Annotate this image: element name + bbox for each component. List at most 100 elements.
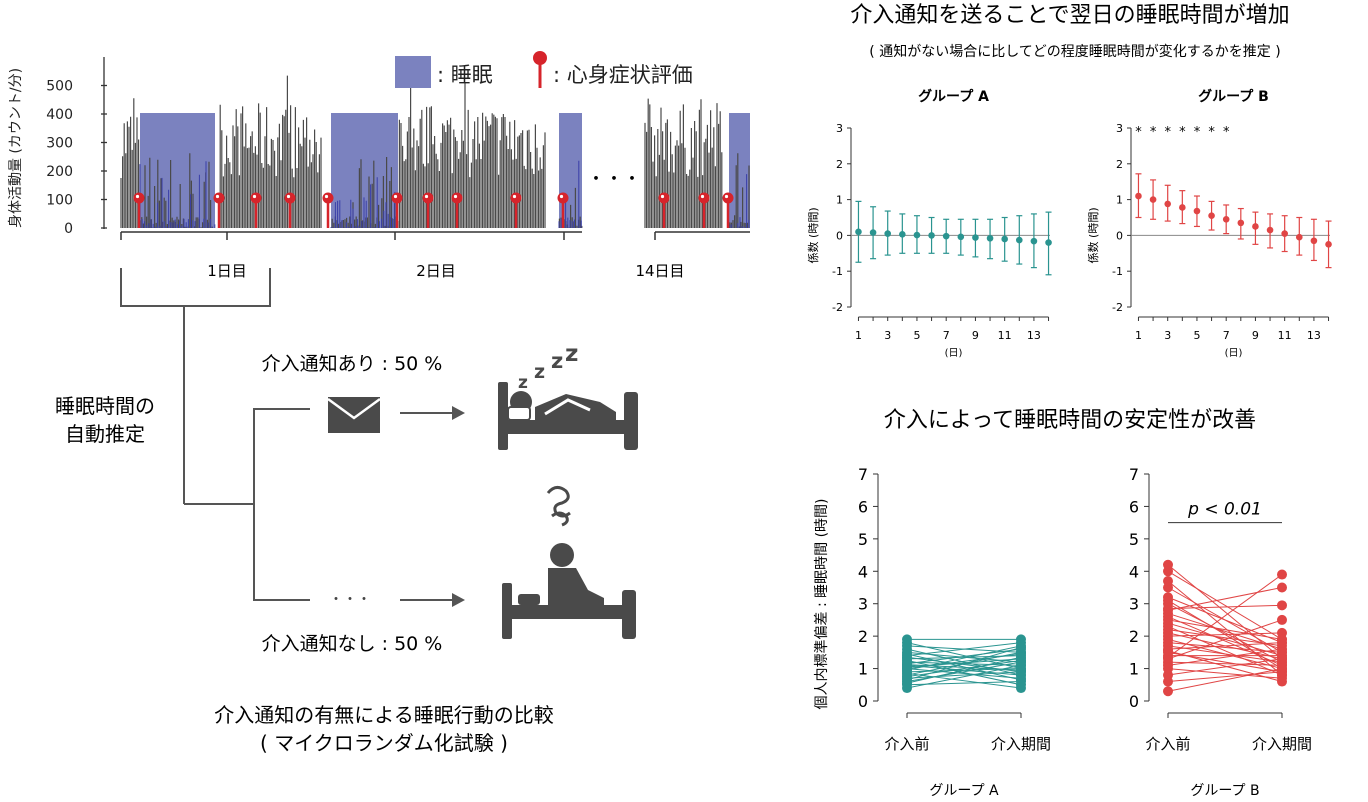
arrow-with-notice [400, 406, 465, 420]
y-tick-label: 6 [858, 497, 868, 516]
pair-line [1167, 622, 1283, 657]
estimate-point [1149, 196, 1157, 203]
y-tick-label: 7 [858, 465, 868, 484]
pair-line [1167, 658, 1283, 676]
no-notice-dots: ・・・ [329, 592, 371, 608]
eval-pin-icon [698, 192, 710, 204]
eval-pin-icon [284, 192, 296, 204]
panel-label: グループ B [1190, 783, 1259, 799]
pair-line [906, 647, 1022, 681]
pair-line [906, 671, 1022, 679]
after-point [1277, 663, 1287, 674]
category-label: 介入期間 [1252, 735, 1312, 753]
estimate-point [1310, 237, 1318, 245]
y-tick-label: 5 [858, 530, 868, 549]
y-tick-label: 1 [1129, 660, 1139, 679]
activity-y-tick-label: 300 [46, 136, 73, 152]
significance-mark: * [1135, 125, 1142, 140]
y-tick-label: 3 [858, 595, 868, 614]
eval-pin-highlight [135, 194, 140, 199]
estimate-point [986, 234, 994, 242]
activity-texture [644, 98, 750, 228]
y-tick-label: -1 [1112, 265, 1123, 278]
activity-time-axis [120, 231, 750, 240]
pair-line [1167, 580, 1283, 676]
pair-line [906, 661, 1022, 683]
estimate-point [1325, 241, 1332, 248]
x-tick-label: 11 [1278, 329, 1292, 342]
sleeping-person-icon: z z z z [498, 341, 638, 450]
x-axis-label: (日) [1225, 348, 1243, 359]
activity-y-tick-label: 0 [64, 221, 73, 237]
eval-pin-highlight [424, 194, 429, 199]
flow-diagram [120, 268, 310, 601]
panel-label: グループ A [929, 783, 999, 799]
eval-pin-icon [451, 192, 463, 204]
pair-line [1167, 619, 1283, 640]
estimate-point [1045, 239, 1052, 246]
estimate-point [1222, 215, 1230, 223]
svg-text:z: z [551, 349, 563, 373]
stability-title: 介入によって睡眠時間の安定性が改善 [884, 408, 1256, 433]
pair-line [906, 656, 1022, 684]
svg-text:z: z [565, 341, 578, 367]
eval-pin-highlight [453, 194, 458, 199]
before-point [902, 659, 912, 670]
estimate-point [1237, 219, 1245, 227]
estimate-point [972, 234, 979, 241]
y-tick-label: 3 [836, 122, 843, 135]
y-tick-label: 0 [1116, 229, 1123, 242]
estimate-point [957, 233, 965, 241]
activity-y-ticks: 0 100 200 300 400 500 [46, 57, 107, 237]
x-axis-label: (日) [945, 348, 963, 359]
eval-pin-highlight [286, 194, 291, 199]
estimate-point [1295, 233, 1303, 241]
pair-line [906, 659, 1022, 686]
significance-mark: * [1179, 125, 1186, 140]
before-point [902, 634, 912, 645]
svg-text:z: z [534, 361, 545, 383]
pair-line [1167, 587, 1283, 653]
eval-pin-icon [322, 192, 334, 204]
pair-line [1167, 632, 1283, 660]
y-tick-label: 2 [836, 158, 843, 171]
eval-pin-icon [213, 192, 225, 204]
after-point [1016, 652, 1026, 663]
estimate-point [1179, 204, 1186, 211]
arrow-without-notice [400, 593, 465, 607]
estimate-point [884, 230, 892, 237]
estimate-point [1266, 226, 1274, 234]
day-label-2: 2日目 [416, 262, 456, 280]
y-tick-label: 1 [836, 194, 843, 207]
estimate-point [1135, 192, 1142, 200]
pair-line [1167, 650, 1283, 683]
activity-y-tick-label: 200 [46, 164, 73, 180]
sleep-interval [140, 113, 215, 228]
eval-pin-highlight [393, 194, 398, 199]
y-axis-label: 係数 (時間) [807, 207, 820, 263]
x-tick-label: 3 [1164, 329, 1171, 342]
category-label: 介入前 [1145, 735, 1190, 753]
eval-pin-highlight [512, 194, 517, 199]
y-tick-label: 2 [1129, 627, 1139, 646]
before-point [902, 648, 912, 659]
significance-mark: * [1223, 125, 1230, 140]
pair-line [1167, 625, 1283, 676]
after-point [1016, 665, 1026, 676]
estimate-point [1030, 237, 1038, 245]
eval-pin-highlight [700, 194, 705, 199]
y-axis-label: 係数 (時間) [1087, 207, 1100, 263]
activity-y-tick-label: 500 [46, 79, 73, 95]
activity-bars [120, 75, 750, 228]
pair-line [1167, 668, 1283, 692]
estimate-point [1193, 207, 1201, 215]
pair-line [906, 672, 1022, 689]
before-point [1163, 559, 1173, 570]
estimate-point [869, 229, 877, 236]
flow-branch [253, 408, 310, 601]
y-tick-label: 6 [1129, 497, 1139, 516]
estimate-point [1015, 236, 1023, 244]
eval-pin-icon [422, 192, 434, 204]
x-tick-label: 3 [884, 329, 891, 342]
